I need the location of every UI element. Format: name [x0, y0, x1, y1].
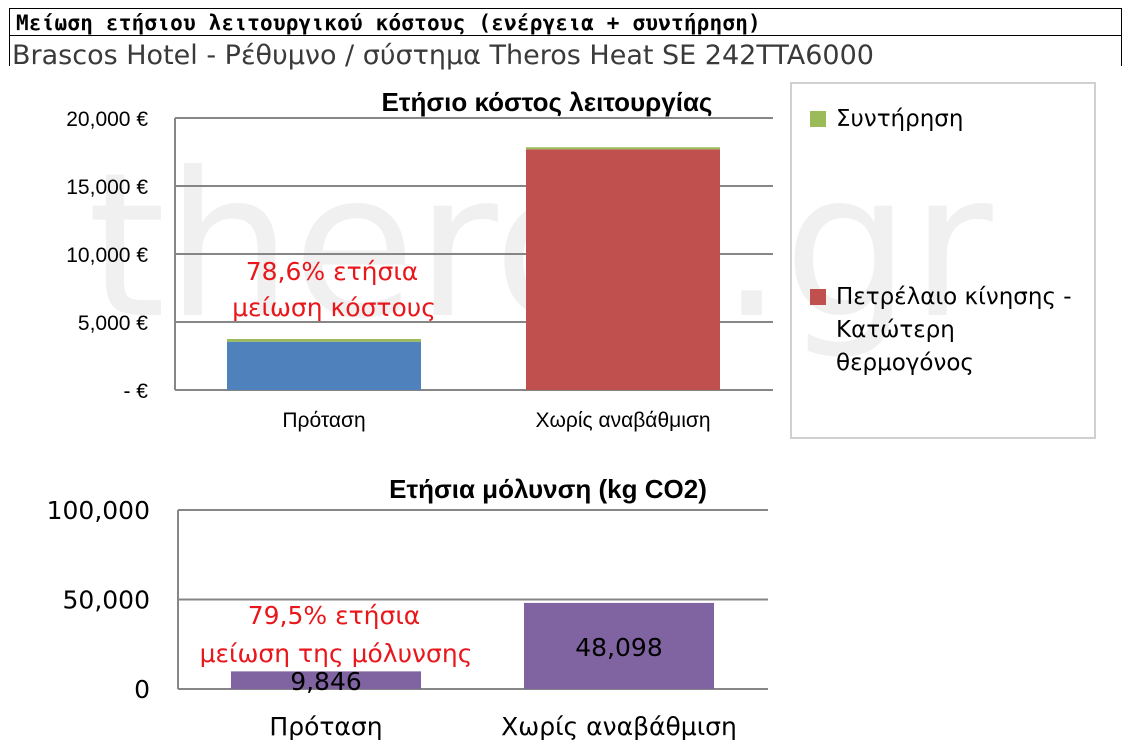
cost-chart: Ετήσιο κόστος λειτουργίας - € 5,000 € 10,0…: [66, 87, 773, 432]
emissions-chart-x-ticks: Πρόταση Χωρίς αναβάθμιση: [269, 712, 736, 741]
legend-swatch-oil: [810, 289, 826, 305]
cost-chart-y-ticks: - € 5,000 € 10,000 € 15,000 € 20,000 €: [66, 108, 148, 403]
report-title-box: Μείωση ετήσιου λειτουργικού κόστους (ενέ…: [9, 8, 1122, 36]
legend-swatch-maintenance: [810, 111, 826, 127]
emissions-y-tick-label: 100,000: [47, 496, 150, 525]
cost-y-tick-label: 15,000 €: [66, 176, 148, 199]
cost-chart-title: Ετήσιο κόστος λειτουργίας: [382, 87, 713, 117]
emissions-x-tick-label: Χωρίς αναβάθμιση: [501, 712, 737, 741]
emissions-chart-bars: [231, 602, 714, 689]
subtitle-right-rule: [1121, 36, 1122, 66]
cost-y-tick-label: 10,000 €: [66, 244, 148, 267]
cost-annotation-line1: 78,6% ετήσια: [246, 257, 419, 286]
emissions-bar: [231, 671, 421, 689]
cost-x-tick-label: Πρόταση: [282, 409, 365, 432]
cost-y-tick-label: 5,000 €: [78, 312, 148, 335]
cost-y-tick-label: - €: [123, 380, 148, 403]
emissions-x-tick-label: Πρόταση: [269, 712, 382, 741]
emissions-y-tick-label: 0: [134, 675, 150, 704]
cost-chart-bars: [227, 147, 720, 390]
cost-x-tick-label: Χωρίς αναβάθμιση: [535, 409, 710, 432]
cost-bar-segment: [227, 341, 421, 390]
cost-bar-segment: [526, 149, 720, 390]
report-title: Μείωση ετήσιου λειτουργικού κόστους (ενέ…: [16, 11, 761, 35]
emissions-chart-y-ticks: 0 50,000 100,000: [47, 496, 150, 704]
cost-bar-segment: [227, 339, 421, 342]
report-subtitle: Brascos Hotel - Ρέθυμνο / σύστημα Theros…: [12, 40, 874, 71]
cost-bar-segment: [526, 147, 720, 150]
subtitle-left-rule: [9, 36, 10, 66]
legend-label-oil: Πετρέλαιο κίνησης - Κατώτερη θερμογόνος: [836, 284, 1072, 376]
cost-annotation-line2: μείωση κόστους: [232, 293, 436, 322]
cost-chart-x-ticks: Πρόταση Χωρίς αναβάθμιση: [282, 409, 710, 432]
emissions-bar: [524, 602, 714, 689]
emissions-y-tick-label: 50,000: [63, 586, 150, 615]
emissions-chart-value-labels: 9,846 48,098: [290, 633, 663, 696]
emissions-value-label: 9,846: [290, 667, 362, 696]
cost-chart-legend: Συντήρηση Πετρέλαιο κίνησης - Κατώτερη θ…: [790, 82, 1096, 439]
legend-label-maintenance: Συντήρηση: [836, 106, 964, 132]
emissions-annotation-line2: μείωση της μόλυνσης: [200, 639, 473, 668]
emissions-annotation-line1: 79,5% ετήσια: [248, 601, 421, 630]
emissions-value-label: 48,098: [575, 633, 662, 662]
emissions-chart: Ετήσια μόλυνση (kg CO2) 0 50,000 100,000 Π…: [47, 474, 768, 741]
emissions-chart-title: Ετήσια μόλυνση (kg CO2): [389, 474, 707, 504]
cost-y-tick-label: 20,000 €: [66, 108, 148, 131]
